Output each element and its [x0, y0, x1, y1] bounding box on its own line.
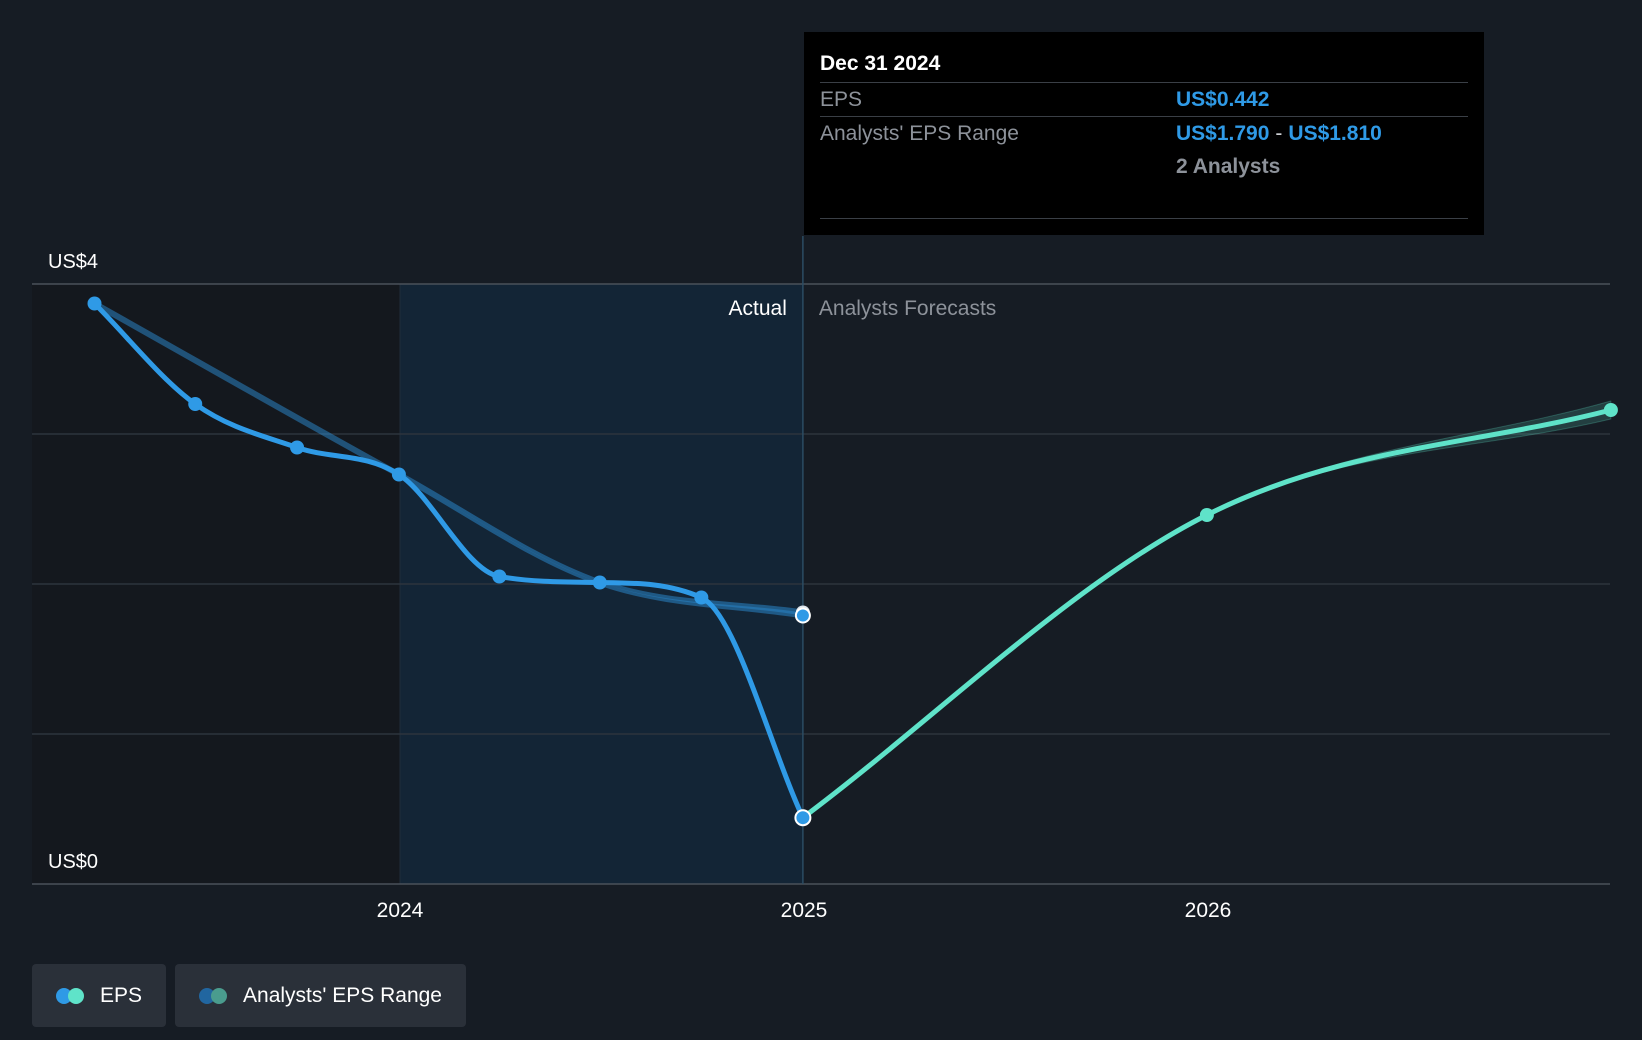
- eps-point: [694, 590, 709, 605]
- tooltip-range-separator: -: [1275, 122, 1283, 145]
- tooltip-analysts-count: 2 Analysts: [1176, 155, 1281, 178]
- y-axis-top-label: US$4: [48, 251, 98, 273]
- eps-point: [592, 575, 607, 590]
- y-axis-bottom-label: US$0: [48, 851, 98, 873]
- legend: EPS Analysts' EPS Range: [32, 964, 466, 1027]
- tooltip-range-row: Analysts' EPS Range US$1.790- US$1.810: [820, 116, 1468, 150]
- forecast-range-band: [802, 400, 1612, 819]
- tooltip-eps-value: US$0.442: [1176, 88, 1270, 111]
- legend-item-eps-range[interactable]: Analysts' EPS Range: [175, 964, 466, 1027]
- legend-eps-dot-forecast: [68, 987, 84, 1004]
- tooltip-range-low: US$1.790: [1176, 122, 1270, 145]
- eps-forecast-line: [800, 407, 1614, 821]
- eps-point: [290, 440, 305, 455]
- legend-range-label: Analysts' EPS Range: [243, 983, 442, 1007]
- legend-range-dot-forecast: [211, 987, 228, 1004]
- range-point-low: [794, 607, 811, 624]
- forecast-label: Analysts Forecasts: [819, 297, 996, 320]
- x-tick-label: 2024: [377, 899, 424, 922]
- eps-point: [87, 296, 102, 311]
- tooltip-eps-label: EPS: [820, 88, 863, 111]
- legend-eps-swatch: [56, 987, 88, 1004]
- actual-label: Actual: [729, 297, 787, 320]
- legend-range-swatch: [199, 987, 231, 1004]
- legend-eps-label: EPS: [100, 983, 143, 1007]
- tooltip-analysts-row: 2 Analysts: [820, 150, 1468, 183]
- eps-point: [492, 569, 507, 584]
- tooltip-date: Dec 31 2024: [820, 52, 941, 75]
- legend-item-eps[interactable]: EPS: [32, 964, 167, 1027]
- eps-point: [391, 467, 406, 482]
- eps-forecast-point: [1199, 508, 1214, 522]
- tooltip-divider: [820, 218, 1468, 219]
- tooltip: Dec 31 2024 EPS US$0.442 Analysts' EPS R…: [804, 32, 1484, 235]
- tooltip-eps-row: EPS US$0.442: [820, 82, 1468, 116]
- x-tick-label: 2025: [781, 899, 828, 922]
- tooltip-range-label: Analysts' EPS Range: [820, 122, 1019, 145]
- tooltip-range-high: US$1.810: [1288, 122, 1382, 145]
- x-tick-label: 2026: [1185, 899, 1232, 922]
- eps-point: [188, 397, 203, 411]
- eps-point: [794, 809, 812, 827]
- eps-forecast-point: [1603, 403, 1618, 417]
